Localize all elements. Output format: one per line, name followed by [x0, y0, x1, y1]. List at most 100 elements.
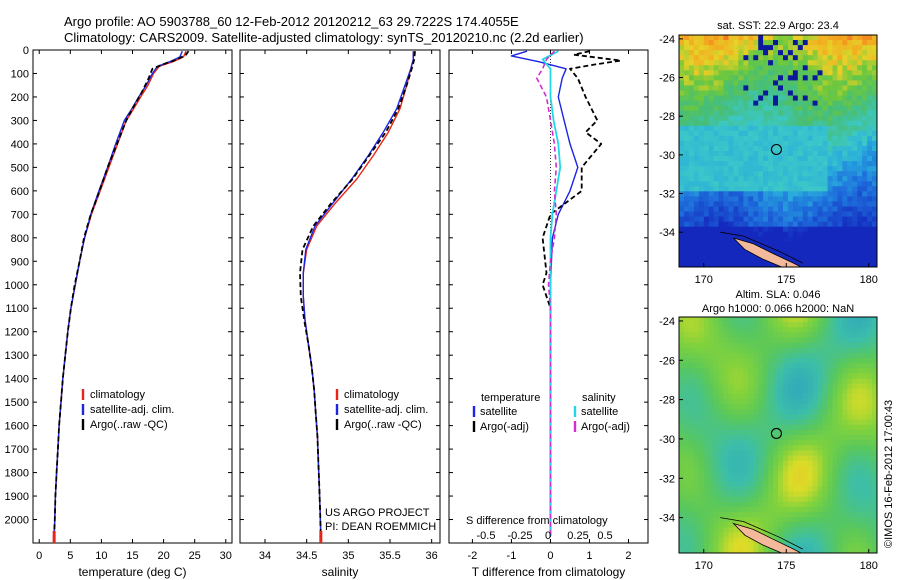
map-cell: [807, 358, 814, 364]
map-cell: [792, 532, 799, 539]
map-cell: [718, 352, 725, 359]
map-cell: [867, 40, 873, 46]
map-cell: [778, 45, 784, 51]
map-cell: [728, 506, 734, 513]
map-cell: [862, 262, 868, 267]
map-cell: [797, 460, 804, 467]
map-cell: [768, 246, 774, 253]
map-cell: [679, 476, 685, 482]
map-cell: [758, 470, 764, 477]
map-cell: [703, 537, 710, 544]
map-cell: [807, 547, 814, 553]
map-cell: [822, 130, 828, 137]
map-cell: [827, 404, 833, 410]
map-cell: [837, 527, 843, 533]
map-cell: [693, 216, 700, 223]
map-cell: [872, 378, 877, 385]
map-cell: [812, 140, 819, 147]
map-cell: [693, 440, 700, 446]
map-cell: [679, 409, 685, 415]
map-cell: [852, 55, 858, 61]
map-cell: [867, 476, 873, 482]
map-cell: [867, 156, 873, 162]
map-cell: [822, 322, 828, 328]
map-cell: [807, 517, 814, 523]
map-cell: [753, 241, 759, 248]
map-cell: [738, 75, 744, 81]
map-cell: [867, 368, 873, 374]
map-cell: [832, 146, 838, 152]
map-cell: [857, 332, 863, 338]
map-cell: [763, 470, 769, 477]
map-cell: [847, 378, 853, 385]
map-cell: [753, 419, 759, 426]
map-cell: [867, 241, 873, 248]
map-cell: [748, 445, 754, 451]
map-cell: [783, 363, 789, 369]
map-cell: [708, 368, 715, 374]
map-cell: [763, 40, 769, 46]
map-cell: [738, 317, 744, 323]
map-cell: [857, 171, 863, 177]
map-cell: [738, 186, 744, 192]
map-cell: [773, 399, 779, 405]
map-cell: [728, 110, 734, 117]
map-cell: [827, 460, 833, 467]
map-cell: [753, 35, 759, 41]
map-cell: [827, 547, 833, 553]
map-cell: [812, 347, 819, 354]
map-cell: [852, 496, 858, 503]
map-cell: [792, 35, 799, 41]
map-cell: [862, 140, 868, 147]
map-cell: [857, 95, 863, 101]
map-cell: [832, 45, 838, 51]
map-cell: [787, 216, 794, 223]
map-cell: [872, 241, 877, 248]
map-cell: [862, 171, 868, 177]
map-cell: [847, 196, 853, 202]
map-cell: [733, 211, 739, 217]
map-cell: [827, 522, 833, 528]
map-cell: [773, 130, 779, 137]
map-cell: [758, 186, 764, 192]
map-cell: [713, 206, 720, 212]
map-cell: [867, 537, 873, 544]
map-cell: [748, 226, 754, 233]
map-cell: [758, 435, 764, 441]
map-cell: [817, 358, 824, 364]
map-cell: [708, 332, 715, 338]
map-cell: [733, 532, 739, 539]
map-cell: [832, 186, 838, 192]
land-area: [733, 237, 802, 267]
map-cell: [867, 256, 873, 263]
map-cell: [713, 481, 720, 487]
map-cell: [872, 216, 877, 223]
map-cell: [872, 70, 877, 76]
x-tick-label: 34.5: [296, 550, 317, 562]
map-cell: [812, 125, 819, 132]
map-cell: [807, 327, 814, 333]
map-cell: [679, 206, 685, 212]
map-cell: [708, 399, 715, 405]
map-cell: [847, 409, 853, 415]
map-cell: [733, 414, 739, 421]
map-cell: [688, 352, 695, 359]
map-cell: [802, 363, 809, 369]
map-cell: [872, 140, 877, 147]
map-cell: [783, 201, 789, 207]
map-cell: [684, 465, 690, 472]
map-cell: [708, 171, 715, 177]
map-cell: [743, 424, 749, 431]
map-cell: [768, 176, 774, 182]
map-cell: [703, 347, 710, 354]
map-cell: [832, 476, 838, 482]
map-cell: [797, 481, 804, 487]
map-cell: [797, 404, 804, 410]
map-cell: [713, 394, 720, 400]
map-cell: [778, 501, 784, 508]
map-cell: [802, 35, 809, 41]
map-cell: [723, 186, 729, 192]
map-cell: [723, 130, 729, 137]
map-cell: [684, 196, 690, 202]
map-cell: [684, 496, 690, 503]
